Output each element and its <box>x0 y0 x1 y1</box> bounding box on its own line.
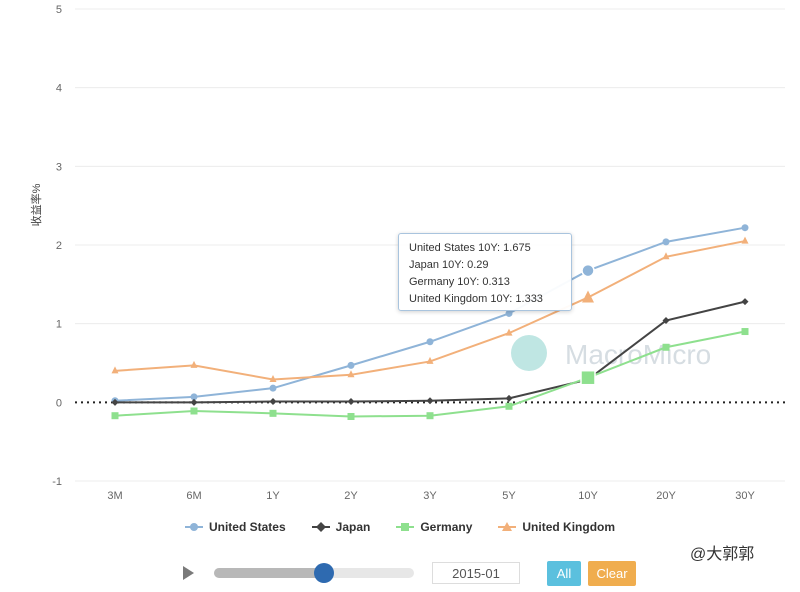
data-point <box>426 397 434 405</box>
data-point <box>111 398 119 406</box>
data-point <box>662 317 670 325</box>
legend-item-united-states[interactable]: United States <box>184 520 286 534</box>
x-tick-label: 2Y <box>344 490 358 500</box>
data-point <box>505 328 513 336</box>
data-point <box>190 407 198 415</box>
data-point <box>582 290 594 303</box>
all-button[interactable]: All <box>547 561 581 586</box>
legend-circle-icon <box>184 523 203 531</box>
data-point <box>190 393 198 401</box>
time-slider-fill <box>214 568 324 578</box>
data-point <box>505 402 513 410</box>
data-point <box>426 356 434 364</box>
legend-triangle-icon <box>498 522 517 531</box>
data-point <box>662 343 670 351</box>
watermark: MacroMicro <box>511 335 711 371</box>
time-slider[interactable] <box>214 563 414 583</box>
legend-label: Japan <box>335 520 371 534</box>
legend: United States Japan Germany United Kingd… <box>0 520 800 534</box>
x-tick-label: 6M <box>186 490 201 500</box>
series-group <box>111 224 749 420</box>
y-tick-label: -1 <box>52 476 62 488</box>
legend-diamond-icon <box>311 522 330 532</box>
time-slider-handle[interactable] <box>314 563 334 583</box>
data-point <box>269 398 277 406</box>
data-point <box>347 412 355 420</box>
data-point <box>190 398 198 406</box>
y-tick-label: 1 <box>56 319 62 331</box>
x-tick-label: 3M <box>107 490 122 500</box>
legend-label: Germany <box>420 520 473 534</box>
data-point <box>269 384 277 392</box>
watermark-text: MacroMicro <box>565 339 711 370</box>
data-point <box>741 328 749 336</box>
data-point <box>741 224 749 232</box>
data-point <box>662 238 670 246</box>
weibo-watermark: @大郭郭 <box>690 546 755 563</box>
x-tick-label: 20Y <box>656 490 676 500</box>
legend-square-icon <box>396 523 415 531</box>
tooltip-line-uk: United Kingdom 10Y: 1.333 <box>409 293 543 305</box>
tooltip-line-germany: Germany 10Y: 0.313 <box>409 276 510 288</box>
watermark-logo-icon <box>511 335 547 371</box>
clear-button[interactable]: Clear <box>588 561 636 586</box>
y-tick-label: 2 <box>56 240 62 252</box>
data-point <box>580 369 596 386</box>
series-germany <box>111 328 749 420</box>
series-united-kingdom <box>111 236 749 383</box>
series-united-states <box>111 224 749 405</box>
data-point <box>741 298 749 306</box>
y-tick-label: 3 <box>56 161 62 173</box>
data-point <box>505 309 513 317</box>
playback-controls: 2015-01 All Clear <box>0 560 800 588</box>
data-point <box>347 398 355 406</box>
x-tick-label: 10Y <box>578 490 598 500</box>
tooltip-line-us: United States 10Y: 1.675 <box>409 242 531 254</box>
legend-item-germany[interactable]: Germany <box>396 520 472 534</box>
y-axis-ticks: -1 0 1 2 3 4 5 <box>52 4 62 488</box>
data-point <box>111 412 119 420</box>
data-point <box>111 366 119 374</box>
y-tick-label: 5 <box>56 4 62 16</box>
x-tick-label: 30Y <box>735 490 755 500</box>
data-point <box>505 394 513 402</box>
legend-item-united-kingdom[interactable]: United Kingdom <box>498 520 615 534</box>
y-tick-label: 4 <box>56 83 62 95</box>
x-axis-ticks: 3M 6M 1Y 2Y 3Y 5Y 10Y 20Y 30Y <box>107 490 755 500</box>
data-point <box>426 338 434 346</box>
data-point <box>269 409 277 417</box>
tooltip: United States 10Y: 1.675 Japan 10Y: 0.29… <box>398 233 572 311</box>
legend-label: United Kingdom <box>522 520 616 534</box>
legend-label: United States <box>208 520 286 534</box>
data-point <box>426 412 434 420</box>
y-tick-label: 0 <box>56 397 62 409</box>
data-point <box>662 252 670 260</box>
y-axis-label: 收益率% <box>29 183 43 226</box>
data-point <box>347 370 355 378</box>
yield-curve-chart: -1 0 1 2 3 4 5 3M 6M 1Y 2Y 3Y 5Y 10Y 20Y 30Y 收益率% Macr… <box>29 4 785 500</box>
x-tick-label: 1Y <box>266 490 280 500</box>
data-point <box>347 361 355 369</box>
tooltip-line-japan: Japan 10Y: 0.29 <box>409 259 489 271</box>
x-tick-label: 3Y <box>423 490 437 500</box>
play-icon[interactable] <box>183 566 194 580</box>
data-point <box>741 236 749 244</box>
data-point <box>581 263 595 278</box>
x-tick-label: 5Y <box>502 490 516 500</box>
data-point <box>190 360 198 368</box>
legend-item-japan[interactable]: Japan <box>311 520 371 534</box>
date-display[interactable]: 2015-01 <box>432 562 520 584</box>
data-point <box>269 375 277 383</box>
